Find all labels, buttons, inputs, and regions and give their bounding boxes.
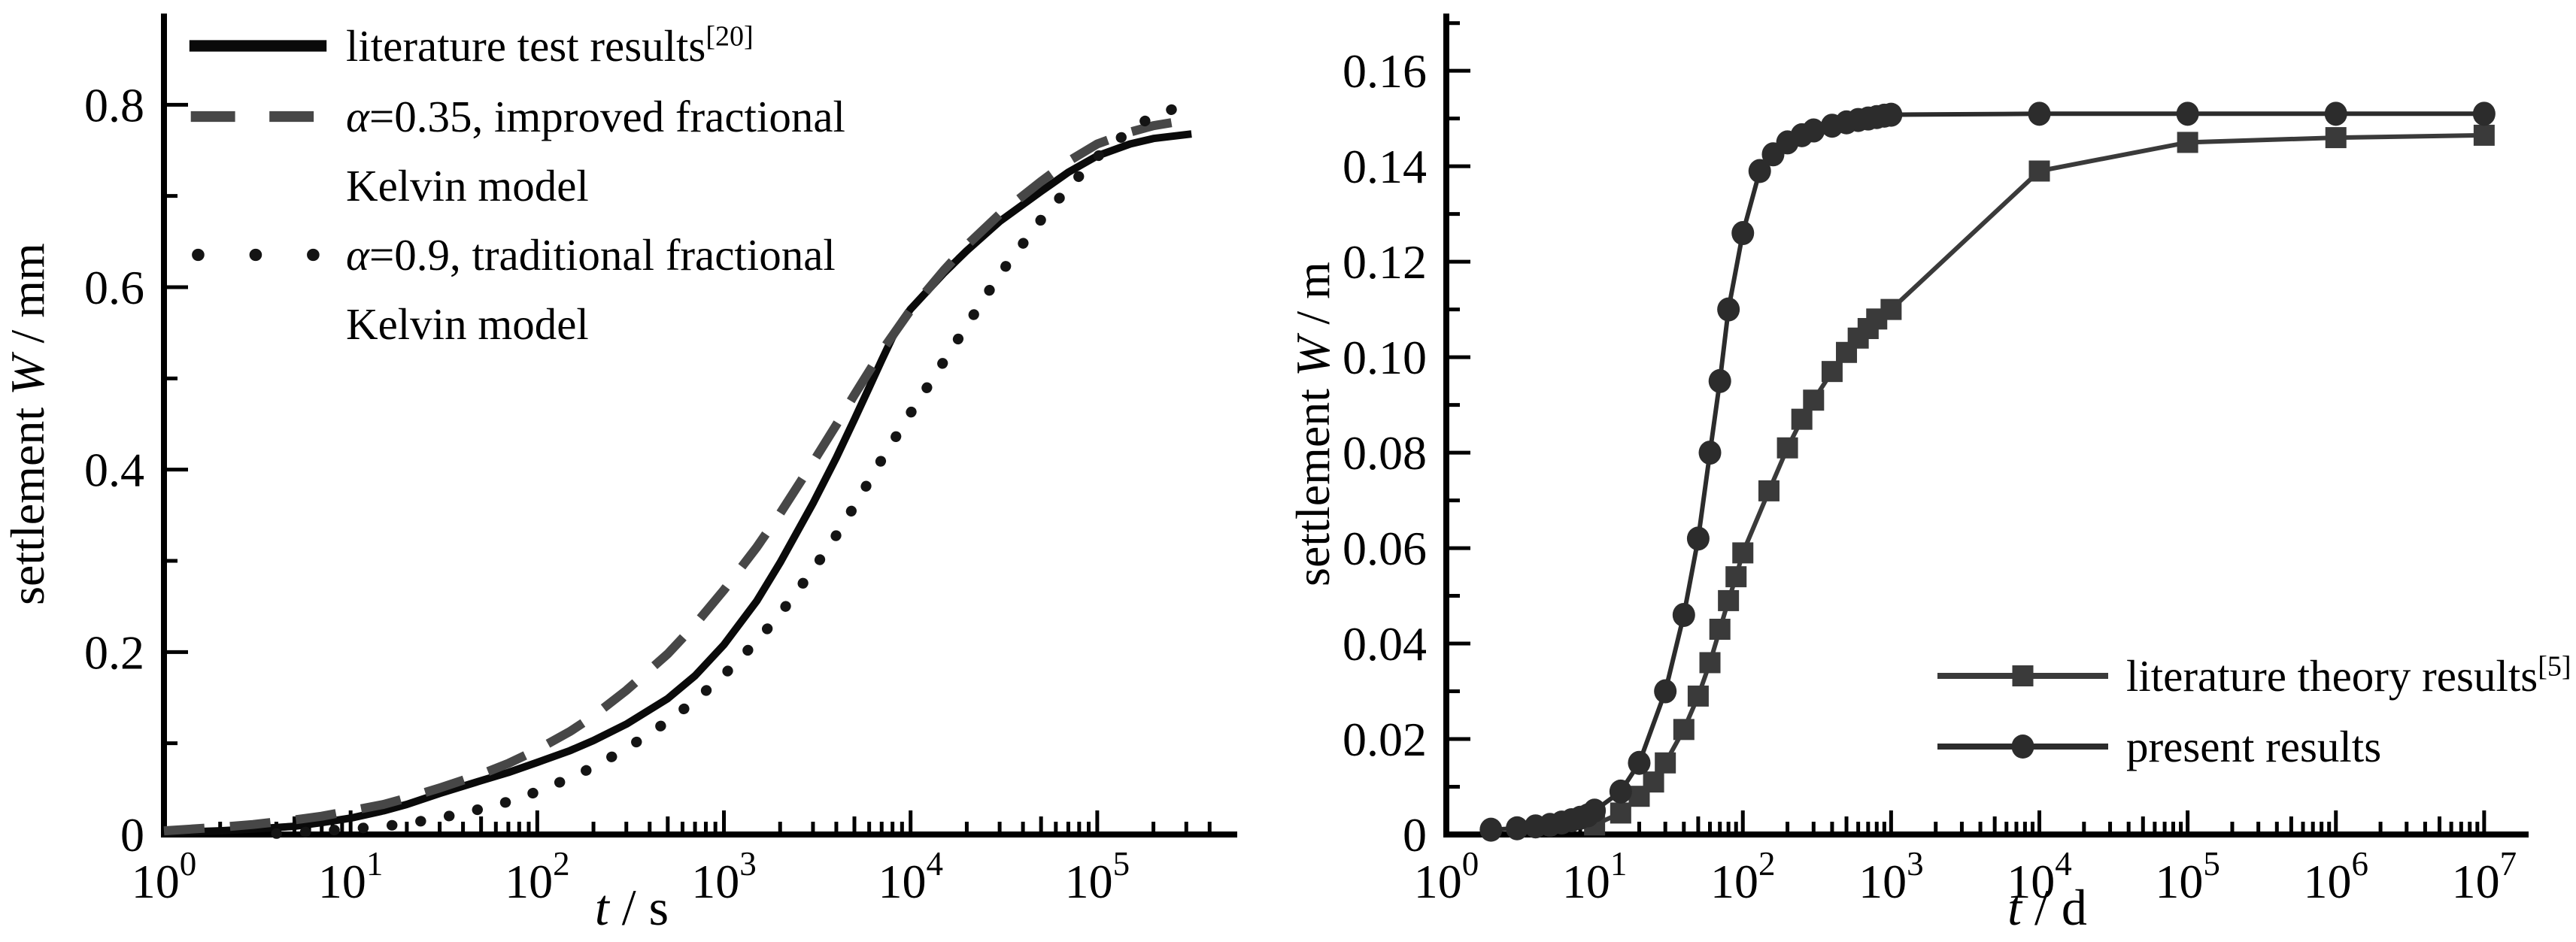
svg-text:100: 100 — [1414, 845, 1479, 908]
square-marker-swatch — [1937, 665, 2108, 686]
left-legend: literature test results[20] α=0.35, impr… — [187, 11, 845, 358]
svg-text:t / d: t / d — [2007, 879, 2087, 936]
legend-item-improved-fractional-line2: Kelvin model — [346, 152, 845, 220]
legend-item-literature-theory: literature theory results[5] — [1934, 641, 2571, 711]
svg-text:0: 0 — [1403, 808, 1427, 862]
svg-text:0.2: 0.2 — [84, 625, 144, 679]
svg-text:0.6: 0.6 — [84, 261, 144, 314]
legend-item-present-results: present results — [1934, 711, 2571, 782]
svg-text:0.14: 0.14 — [1343, 140, 1427, 193]
svg-text:106: 106 — [2303, 845, 2368, 908]
svg-text:103: 103 — [691, 845, 757, 908]
legend-item-traditional-fractional-line2: Kelvin model — [346, 290, 845, 358]
svg-text:0.06: 0.06 — [1343, 522, 1427, 575]
right-legend: literature theory results[5] present res… — [1934, 641, 2571, 782]
svg-text:102: 102 — [1710, 845, 1776, 908]
solid-line-swatch — [189, 40, 327, 52]
right-plot-canvas: 100 101 102 103 104 105 106 107 0 0.02 0.04 0.06 0.0… — [1288, 14, 2529, 936]
legend-label: Kelvin model — [346, 299, 589, 349]
dotted-line-swatch — [192, 248, 329, 262]
svg-text:settlement W / m: settlement W / m — [1288, 262, 1340, 586]
svg-text:0.8: 0.8 — [84, 78, 144, 132]
svg-text:100: 100 — [132, 845, 197, 908]
svg-text:t / s: t / s — [595, 879, 669, 936]
svg-text:101: 101 — [1562, 845, 1628, 908]
svg-text:102: 102 — [505, 845, 570, 908]
settlement-vs-time-days-chart: 100 101 102 103 104 105 106 107 0 0.02 0.04 0.06 0.0… — [1288, 0, 2575, 942]
circle-marker-swatch — [1937, 735, 2108, 759]
left-plot-canvas: 100 101 102 103 104 105 0 0.2 0.4 0.6 0.8 t / s sett… — [1, 14, 1237, 936]
svg-text:0.12: 0.12 — [1343, 235, 1427, 289]
settlement-vs-time-seconds-chart: 100 101 102 103 104 105 0 0.2 0.4 0.6 0.8 t / s sett… — [1, 11, 1237, 936]
svg-text:104: 104 — [2007, 845, 2072, 908]
svg-text:0.16: 0.16 — [1343, 44, 1427, 98]
legend-label: present results — [2126, 722, 2382, 771]
legend-label: α=0.9, traditional fractional — [346, 230, 836, 280]
svg-text:105: 105 — [1065, 845, 1130, 908]
svg-text:0.04: 0.04 — [1343, 617, 1427, 671]
svg-text:0.4: 0.4 — [84, 444, 144, 497]
legend-label: literature test results[20] — [346, 20, 754, 71]
svg-text:105: 105 — [2155, 845, 2220, 908]
svg-text:0: 0 — [120, 808, 144, 862]
svg-text:101: 101 — [318, 845, 384, 908]
svg-text:0.02: 0.02 — [1343, 713, 1427, 766]
legend-item-improved-fractional: α=0.35, improved fractional — [187, 81, 845, 152]
legend-label: Kelvin model — [346, 161, 589, 211]
svg-text:107: 107 — [2452, 845, 2517, 908]
legend-label: α=0.35, improved fractional — [346, 92, 845, 141]
legend-label: literature theory results[5] — [2126, 650, 2571, 701]
dashed-line-swatch — [190, 111, 326, 123]
svg-text:settlement W / mm: settlement W / mm — [1, 243, 54, 605]
svg-text:0.10: 0.10 — [1343, 331, 1427, 384]
svg-text:0.08: 0.08 — [1343, 426, 1427, 480]
svg-text:103: 103 — [1858, 845, 1924, 908]
legend-item-traditional-fractional: α=0.9, traditional fractional — [187, 220, 845, 290]
legend-item-literature-test: literature test results[20] — [187, 11, 845, 81]
svg-text:104: 104 — [878, 845, 943, 908]
